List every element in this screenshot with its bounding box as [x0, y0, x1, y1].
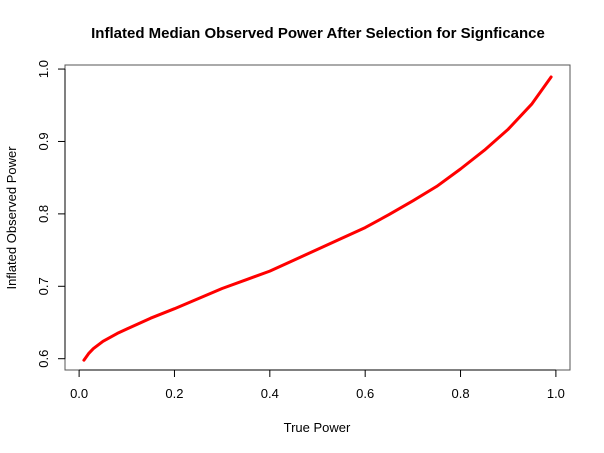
y-axis: 0.6 0.7 0.8 0.9 1.0 [36, 60, 66, 368]
y-tick-label: 0.8 [36, 205, 51, 223]
chart-title: Inflated Median Observed Power After Sel… [91, 25, 545, 42]
x-axis: 0.0 0.2 0.4 0.6 0.8 1.0 [70, 369, 565, 401]
y-tick-label: 1.0 [36, 60, 51, 78]
x-tick-label: 0.0 [70, 386, 88, 401]
y-tick-label: 0.9 [36, 132, 51, 150]
series-layer [82, 75, 553, 362]
x-tick-label: 0.2 [165, 386, 183, 401]
x-tick-label: 0.4 [261, 386, 279, 401]
y-tick-label: 0.6 [36, 350, 51, 368]
x-axis-label: True Power [284, 420, 351, 435]
y-tick-label: 0.7 [36, 277, 51, 295]
x-tick-label: 0.6 [356, 386, 374, 401]
x-tick-label: 1.0 [547, 386, 565, 401]
x-tick-label: 0.8 [451, 386, 469, 401]
series-line [82, 75, 553, 362]
y-axis-label: Inflated Observed Power [4, 146, 19, 290]
